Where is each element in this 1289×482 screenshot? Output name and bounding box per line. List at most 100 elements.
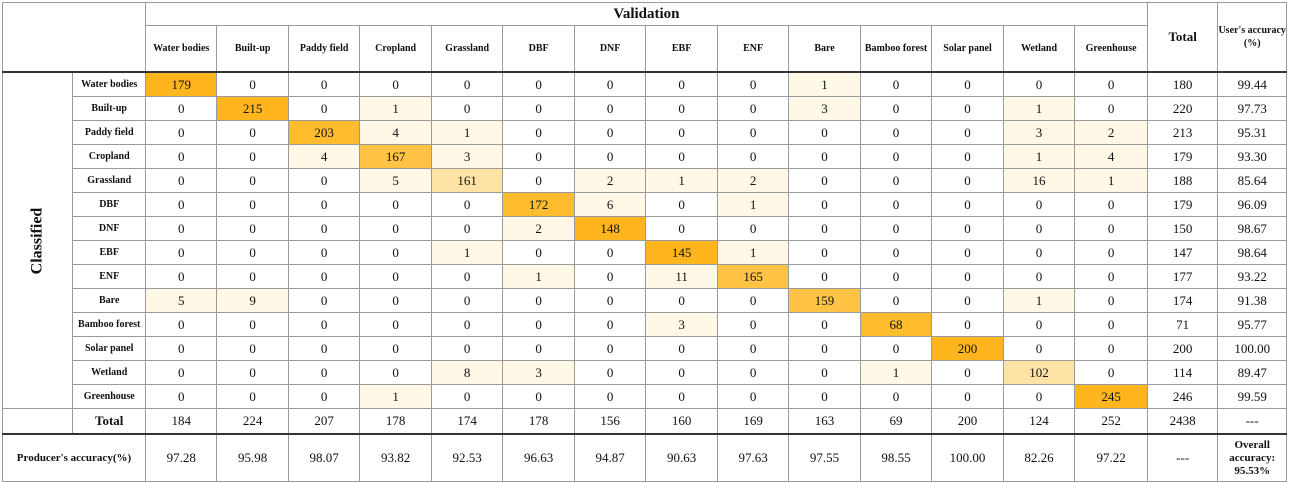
matrix-cell: 0: [144, 312, 218, 337]
producers-accuracy-cell: 97.22: [1074, 433, 1148, 482]
matrix-cell: 2: [1074, 120, 1148, 145]
matrix-cell: 0: [859, 216, 933, 241]
overall-accuracy-cell: Overall accuracy: 95.53%: [1217, 433, 1287, 482]
producers-accuracy-cell: 97.28: [144, 433, 218, 482]
matrix-cell: 0: [216, 168, 289, 193]
matrix-cell: 0: [216, 216, 289, 241]
matrix-cell: 0: [144, 120, 218, 145]
matrix-cell: 0: [716, 360, 790, 385]
matrix-cell: 0: [859, 336, 933, 361]
matrix-cell: 0: [216, 192, 289, 217]
column-header: Bare: [788, 25, 861, 73]
matrix-cell: 0: [645, 288, 718, 313]
matrix-cell: 1: [430, 120, 504, 145]
matrix-cell: 11: [645, 264, 718, 289]
matrix-cell: 0: [216, 120, 289, 145]
matrix-cell: 0: [430, 312, 504, 337]
row-total-cell: 114: [1146, 360, 1219, 385]
matrix-cell: 0: [1002, 71, 1076, 97]
matrix-cell: 0: [859, 71, 933, 97]
matrix-cell: 0: [287, 168, 361, 193]
matrix-cell: 1: [859, 360, 933, 385]
matrix-cell: 1: [788, 71, 861, 97]
matrix-cell: 0: [788, 240, 861, 265]
matrix-cell: 0: [1002, 384, 1076, 409]
matrix-cell: 0: [1002, 192, 1076, 217]
matrix-cell: 0: [931, 192, 1004, 217]
matrix-cell: 0: [287, 192, 361, 217]
matrix-cell: 0: [931, 288, 1004, 313]
matrix-cell: 0: [1074, 312, 1148, 337]
matrix-cell: 161: [430, 168, 504, 193]
matrix-cell: 0: [645, 144, 718, 169]
matrix-cell: 0: [430, 216, 504, 241]
column-header: ENF: [716, 25, 790, 73]
column-total-cell: 156: [573, 408, 647, 435]
column-header: EBF: [645, 25, 718, 73]
matrix-cell: 0: [1074, 192, 1148, 217]
matrix-cell: 1: [502, 264, 575, 289]
matrix-cell: 0: [931, 96, 1004, 121]
matrix-cell: 0: [645, 192, 718, 217]
row-header: Solar panel: [72, 336, 146, 361]
matrix-cell: 1: [645, 168, 718, 193]
row-header: Bamboo forest: [72, 312, 146, 337]
total-row-header: Total: [72, 408, 146, 435]
matrix-cell: 0: [645, 336, 718, 361]
corner-cell: [2, 2, 146, 73]
matrix-cell: 5: [359, 168, 432, 193]
matrix-cell: 0: [716, 71, 790, 97]
total-ua-placeholder: ---: [1217, 408, 1287, 435]
row-header: EBF: [72, 240, 146, 265]
column-total-cell: 69: [859, 408, 933, 435]
matrix-cell: 0: [144, 192, 218, 217]
matrix-cell: 0: [859, 240, 933, 265]
matrix-cell: 0: [788, 192, 861, 217]
matrix-cell: 0: [645, 71, 718, 97]
column-total-cell: 178: [359, 408, 432, 435]
matrix-cell: 0: [788, 312, 861, 337]
column-total-cell: 252: [1074, 408, 1148, 435]
matrix-cell: 1: [359, 96, 432, 121]
row-header: Cropland: [72, 144, 146, 169]
row-total-cell: 213: [1146, 120, 1219, 145]
column-total-cell: 184: [144, 408, 218, 435]
matrix-cell: 0: [716, 288, 790, 313]
row-header: DBF: [72, 192, 146, 217]
matrix-cell: 0: [144, 96, 218, 121]
matrix-cell: 0: [788, 120, 861, 145]
matrix-cell: 0: [144, 384, 218, 409]
row-total-cell: 71: [1146, 312, 1219, 337]
row-total-cell: 200: [1146, 336, 1219, 361]
column-total-cell: 163: [788, 408, 861, 435]
matrix-cell: 148: [573, 216, 647, 241]
matrix-cell: 0: [287, 264, 361, 289]
matrix-cell: 165: [716, 264, 790, 289]
matrix-cell: 0: [430, 384, 504, 409]
column-header: Water bodies: [144, 25, 218, 73]
matrix-cell: 0: [502, 240, 575, 265]
validation-header: Validation: [144, 2, 1148, 26]
matrix-cell: 0: [216, 384, 289, 409]
users-accuracy-cell: 97.73: [1217, 96, 1287, 121]
matrix-cell: 68: [859, 312, 933, 337]
pa-total-placeholder: ---: [1146, 433, 1219, 482]
matrix-cell: 0: [144, 144, 218, 169]
matrix-cell: 1: [1002, 96, 1076, 121]
producers-accuracy-cell: 82.26: [1002, 433, 1076, 482]
matrix-cell: 0: [1074, 264, 1148, 289]
matrix-cell: 0: [1074, 240, 1148, 265]
matrix-cell: 0: [502, 336, 575, 361]
matrix-cell: 0: [931, 264, 1004, 289]
matrix-cell: 0: [359, 71, 432, 97]
matrix-cell: 0: [430, 71, 504, 97]
matrix-cell: 0: [573, 71, 647, 97]
row-header: DNF: [72, 216, 146, 241]
matrix-cell: 0: [359, 312, 432, 337]
matrix-cell: 0: [788, 360, 861, 385]
matrix-cell: 3: [645, 312, 718, 337]
column-total-cell: 174: [430, 408, 504, 435]
matrix-cell: 0: [287, 96, 361, 121]
matrix-cell: 0: [788, 144, 861, 169]
